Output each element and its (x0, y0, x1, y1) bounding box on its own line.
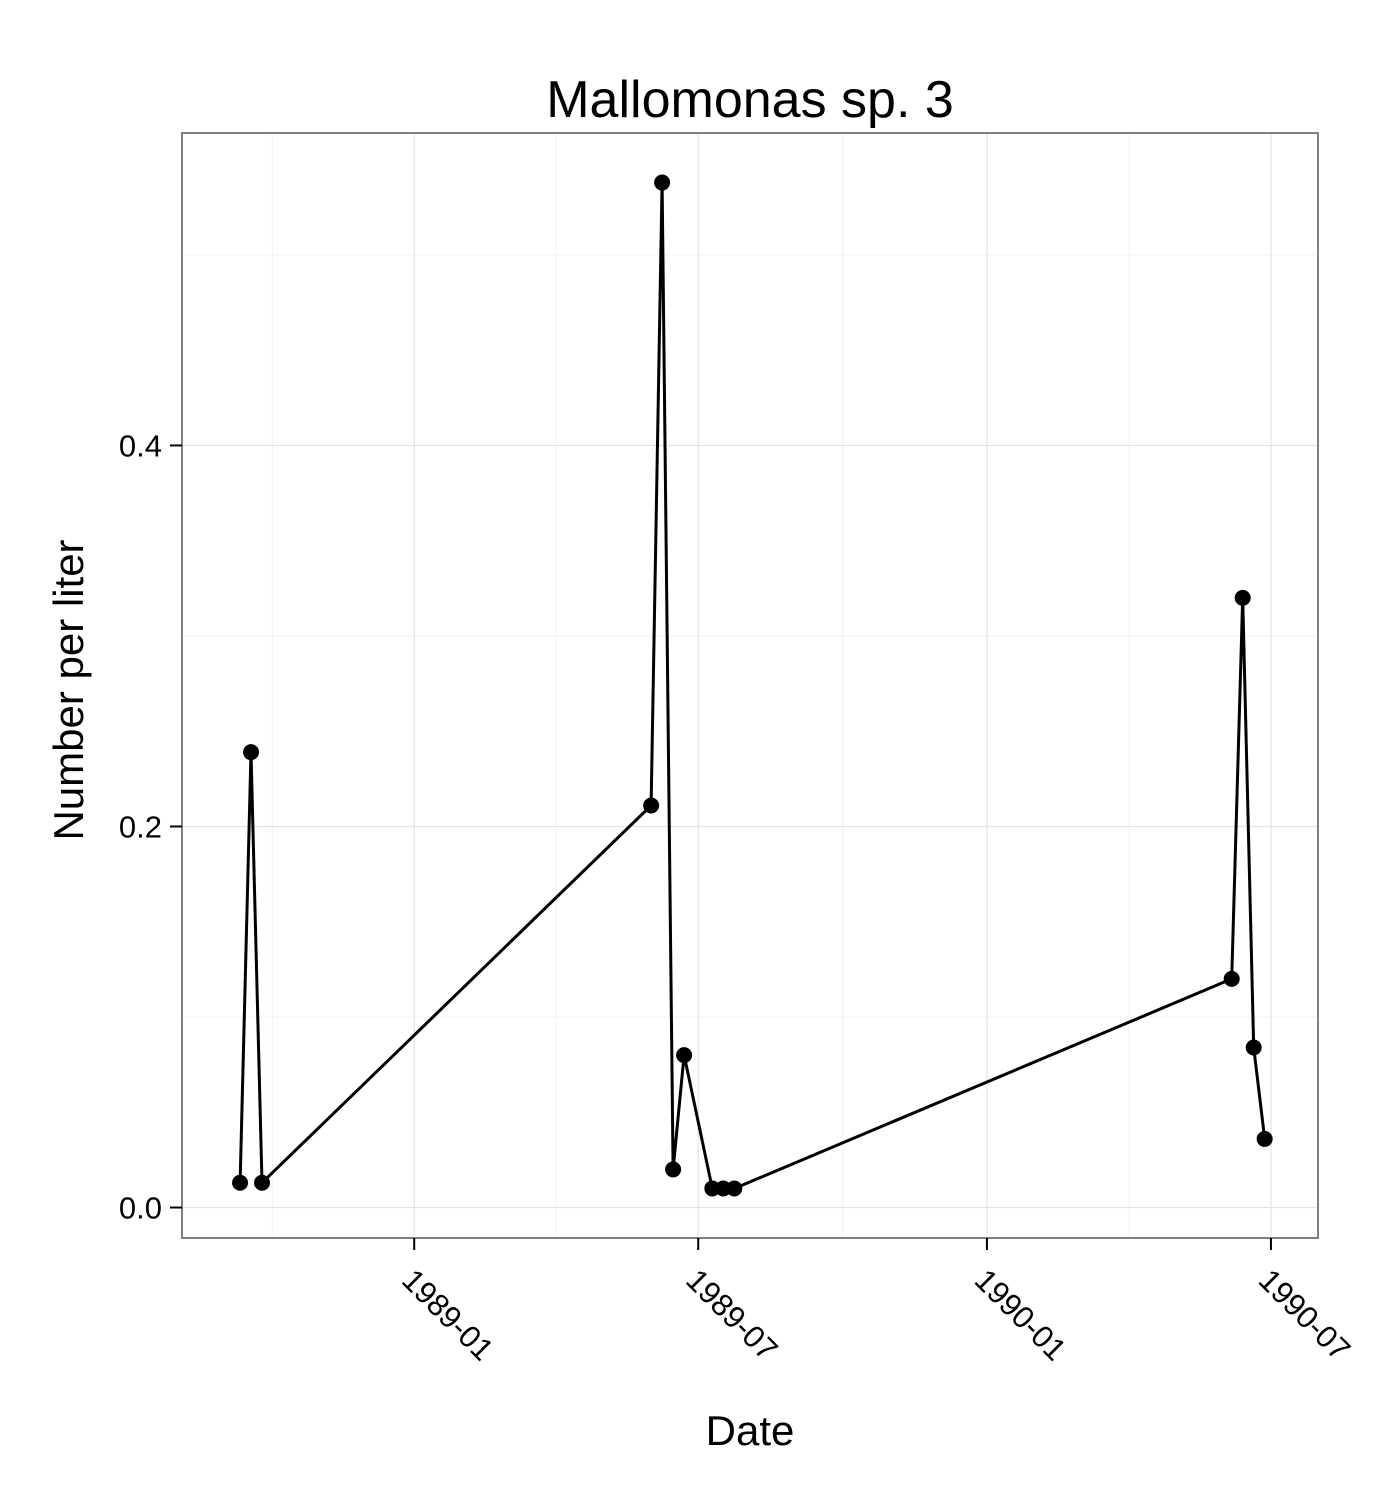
data-point (1223, 970, 1240, 987)
data-point (654, 174, 671, 191)
plot-panel-border (181, 132, 1319, 1239)
data-point (1245, 1039, 1262, 1056)
data-point (232, 1174, 249, 1191)
data-point (665, 1161, 682, 1178)
data-point (726, 1180, 743, 1197)
data-point (254, 1174, 271, 1191)
chart-title: Mallomonas sp. 3 (546, 71, 954, 129)
data-point (1256, 1130, 1273, 1147)
data-point (643, 797, 660, 814)
data-point (704, 1180, 721, 1197)
data-point (715, 1180, 732, 1197)
y-axis: 0.0 0.2 0.4 (119, 428, 182, 1226)
data-point (243, 744, 260, 761)
series-line (238, 181, 1267, 1190)
y-tick-label: 0.4 (119, 428, 162, 463)
y-tick-label: 0.2 (119, 809, 162, 844)
data-point (676, 1047, 693, 1064)
major-gridlines (182, 133, 1318, 1238)
minor-gridlines (182, 133, 1318, 1238)
series-layer (232, 174, 1273, 1197)
x-axis-title: Date (706, 1407, 795, 1454)
data-point (1234, 589, 1251, 606)
y-tick-label: 0.0 (119, 1191, 162, 1226)
y-axis-title: Number per liter (45, 539, 92, 840)
